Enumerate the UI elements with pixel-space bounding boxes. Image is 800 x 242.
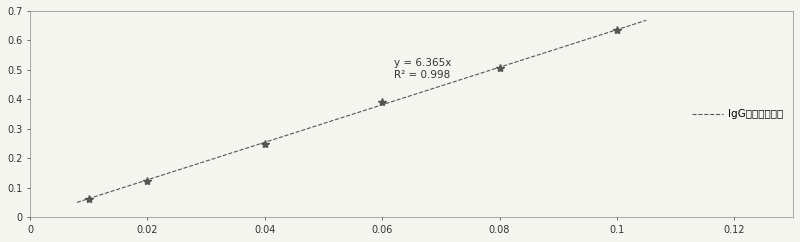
Line: IgG浓度标准曲线: IgG浓度标准曲线 <box>77 20 646 202</box>
IgG浓度标准曲线 <box>178 167 187 170</box>
IgG浓度标准曲线 <box>642 19 651 22</box>
Legend: IgG浓度标准曲线: IgG浓度标准曲线 <box>688 105 788 123</box>
IgG浓度标准曲线 <box>224 152 234 155</box>
IgG浓度标准曲线 <box>613 28 622 31</box>
IgG浓度标准曲线 <box>95 194 105 197</box>
IgG浓度标准曲线 <box>72 201 82 204</box>
Text: y = 6.365x
R² = 0.998: y = 6.365x R² = 0.998 <box>394 58 451 80</box>
IgG浓度标准曲线 <box>593 34 602 37</box>
IgG浓度标准曲线 <box>106 190 116 193</box>
